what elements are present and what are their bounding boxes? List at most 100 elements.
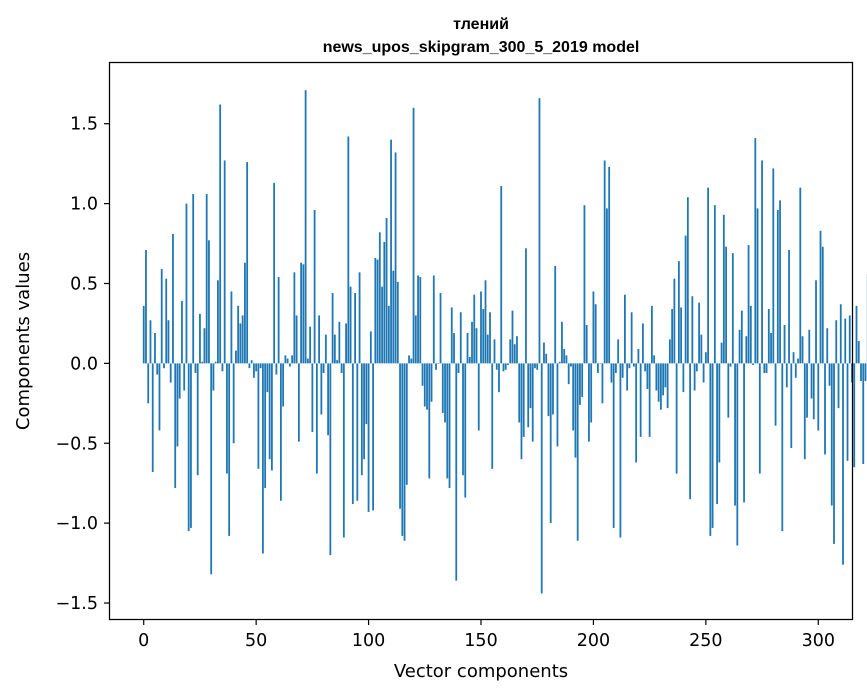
bar-4 [151,363,154,473]
bar-59 [275,363,278,375]
bar-126 [426,363,428,410]
y-tick-label: −1.5 [56,594,99,614]
x-tick-label: 0 [138,631,149,651]
bar-53 [261,363,264,554]
bar-81 [324,334,327,364]
bar-317 [855,305,858,364]
bar-69 [297,363,300,442]
bar-167 [518,363,521,423]
bar-104 [376,259,379,364]
bar-261 [729,363,732,367]
bar-103 [374,257,377,364]
bar-90 [345,323,347,364]
bar-214 [624,294,626,364]
bar-210 [615,363,617,373]
bar-227 [653,355,656,364]
bar-233 [666,363,669,409]
bar-218 [632,363,635,367]
bar-201 [594,304,597,364]
bar-73 [306,358,309,364]
bar-311 [842,363,844,565]
bar-241 [684,235,687,364]
bar-165 [513,344,516,364]
bar-10 [165,278,168,364]
bar-304 [826,328,829,364]
bar-12 [169,363,172,383]
bar-19 [185,203,188,364]
bar-177 [540,363,543,594]
bar-260 [727,363,730,418]
bar-20 [187,363,190,532]
bar-68 [295,315,298,364]
x-tick-label: 50 [245,631,267,651]
bar-116 [403,363,406,541]
bar-71 [302,264,305,364]
y-tick-label: −0.5 [56,434,99,454]
bar-39 [230,291,233,364]
x-tick-label: 300 [802,631,835,651]
bar-13 [172,233,174,364]
bar-162 [507,363,509,365]
bar-292 [799,187,802,364]
bar-305 [828,363,831,386]
y-axis-ticks: −1.5 −1.0 −0.5 0.0 0.5 1.0 1.5 [56,115,110,614]
bar-191 [572,363,575,431]
bar-127 [428,363,431,479]
chart-title-line1: тлений [453,16,509,33]
bar-143 [464,363,467,498]
y-tick-label: 1.5 [70,115,98,135]
bar-3 [149,320,152,364]
bar-275 [761,160,763,364]
bar-43 [239,323,242,364]
bar-213 [621,363,624,378]
bar-140 [457,363,460,373]
bar-42 [237,305,240,364]
bar-297 [810,363,813,399]
bar-242 [686,197,689,364]
bar-151 [482,309,485,364]
bar-253 [711,363,714,528]
bar-314 [848,315,851,364]
bar-78 [318,315,321,364]
bar-121 [414,315,417,364]
bar-88 [340,363,343,373]
bar-31 [212,363,215,391]
bar-28 [205,194,208,364]
bar-117 [405,363,408,485]
bar-29 [208,240,210,364]
bar-5 [154,333,156,364]
y-tick-label: 0.5 [70,274,98,294]
bar-279 [770,333,772,364]
bar-118 [408,355,410,364]
bar-46 [246,162,249,364]
bar-109 [387,305,390,364]
bar-139 [455,363,458,581]
bar-1 [145,249,147,364]
bar-312 [844,318,847,364]
bar-26 [201,361,204,364]
bar-187 [563,348,566,364]
bar-174 [534,363,536,369]
bar-225 [648,363,651,437]
bar-301 [819,230,822,364]
bar-196 [583,205,586,364]
bar-35 [221,363,224,372]
bar-190 [570,363,572,367]
bar-248 [700,334,703,364]
bar-91 [347,136,350,364]
bar-202 [597,363,599,373]
bar-307 [833,363,835,544]
bar-181 [549,363,552,524]
bar-163 [509,339,512,364]
bar-83 [329,363,332,556]
bar-130 [435,363,437,370]
bar-64 [286,358,289,364]
bar-302 [821,246,824,364]
bar-316 [853,363,856,468]
bar-229 [657,363,660,402]
bar-198 [588,363,590,442]
bar-22 [192,194,195,364]
bar-77 [315,363,318,474]
x-tick-label: 150 [464,631,497,651]
bar-65 [288,363,291,367]
